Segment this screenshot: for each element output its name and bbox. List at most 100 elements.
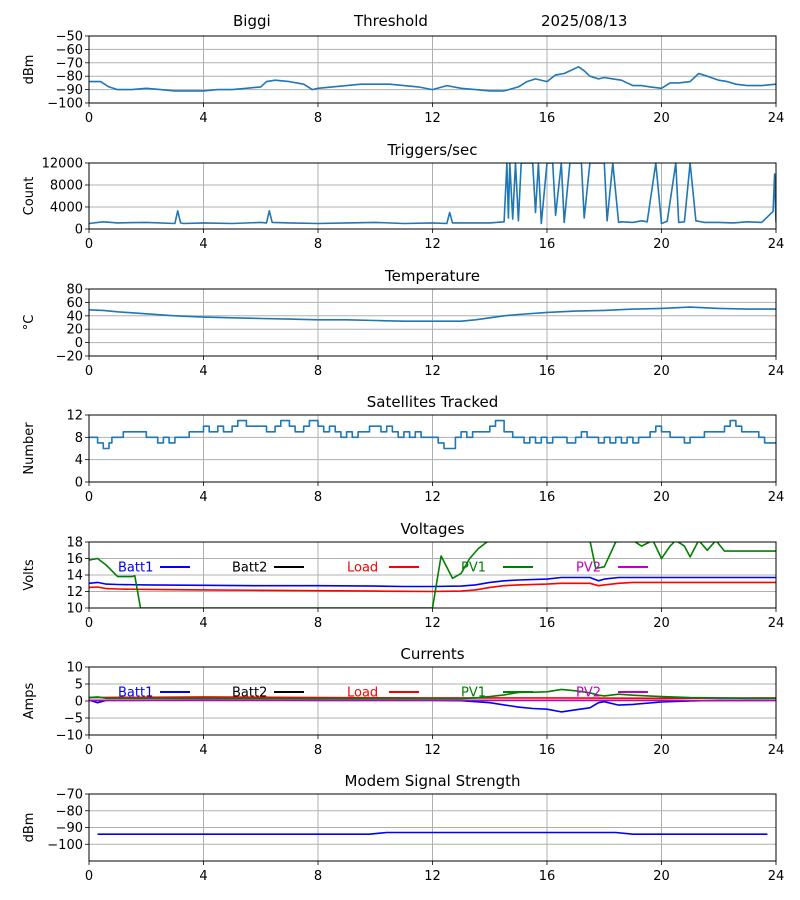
legend-label-pv1: PV1 xyxy=(461,561,486,576)
x-tick-label: 12 xyxy=(424,869,441,884)
y-tick-label: 12 xyxy=(66,409,83,424)
y-tick-label: 80 xyxy=(66,283,83,298)
x-tick-label: 4 xyxy=(199,743,207,758)
x-tick-label: 0 xyxy=(85,743,93,758)
legend-label-load: Load xyxy=(347,561,378,576)
series-line-triggers xyxy=(89,163,776,225)
series-line-load xyxy=(89,581,776,593)
x-tick-label: 16 xyxy=(539,364,556,379)
chart-title: Modem Signal Strength xyxy=(345,772,521,790)
y-axis-label: Volts xyxy=(22,559,37,591)
y-tick-label: 10 xyxy=(66,661,83,676)
x-tick-label: 20 xyxy=(653,364,670,379)
x-tick-label: 8 xyxy=(314,616,322,631)
x-tick-label: 4 xyxy=(199,364,207,379)
series-line-modem xyxy=(97,831,768,835)
y-tick-label: 10 xyxy=(66,602,83,617)
mode-label: Threshold xyxy=(354,12,428,30)
chart-panel-7: 0 4 8 12 16 20 24 −100 −90 −80−70 Modem Signal Str… xyxy=(22,772,784,884)
x-tick-label: 8 xyxy=(314,364,322,379)
x-tick-label: 16 xyxy=(539,869,556,884)
y-tick-label: 14 xyxy=(66,569,83,584)
plot-frame xyxy=(88,541,777,609)
x-tick-label: 12 xyxy=(424,616,441,631)
chart-title: Temperature xyxy=(384,267,480,285)
date-label: 2025/08/13 xyxy=(541,12,628,30)
y-tick-label: 40 xyxy=(66,309,83,324)
series-line-temperature xyxy=(89,306,776,322)
y-tick-label: −20 xyxy=(56,350,83,365)
station-name: Biggi xyxy=(233,12,271,30)
legend-label-batt2: Batt2 xyxy=(232,561,267,576)
x-tick-label: 12 xyxy=(424,490,441,505)
x-tick-label: 8 xyxy=(314,111,322,126)
x-tick-label: 20 xyxy=(653,869,670,884)
x-tick-label: 16 xyxy=(539,743,556,758)
x-tick-label: 20 xyxy=(653,743,670,758)
x-tick-label: 20 xyxy=(653,111,670,126)
y-axis-label: dBm xyxy=(22,55,37,85)
x-tick-label: 24 xyxy=(768,490,785,505)
x-tick-label: 12 xyxy=(424,237,441,252)
chart-panel-4: 0 4 8 12 16 20 24 0 4 8 12 Satellites Tracked Number xyxy=(22,393,784,505)
chart-panel-6: 0 4 8 12 16 20 24 −10 −5 0 5 10 Currents Amps Batt1 Bat… xyxy=(22,645,784,758)
y-tick-label: −90 xyxy=(56,83,83,98)
y-tick-label: −60 xyxy=(56,43,83,58)
chart-title: Voltages xyxy=(400,520,464,538)
legend-label-pv2: PV2 xyxy=(576,561,601,576)
y-tick-label: −70 xyxy=(56,56,83,71)
chart-title: Currents xyxy=(400,645,464,663)
y-tick-label: −70 xyxy=(56,788,83,803)
y-tick-label: 16 xyxy=(66,552,83,567)
y-tick-label: 0 xyxy=(75,476,83,491)
legend-label-pv2: PV2 xyxy=(576,686,601,701)
series-line-pv1 xyxy=(89,542,776,608)
x-tick-label: 4 xyxy=(199,237,207,252)
y-axis-label: Number xyxy=(22,422,37,475)
y-tick-label: −50 xyxy=(56,30,83,45)
y-tick-label: 0 xyxy=(75,695,83,710)
x-tick-label: 4 xyxy=(199,111,207,126)
y-tick-label: 12 xyxy=(66,585,83,600)
chart-panel-2: 0 4 8 12 16 20 24 0 4000 8000 12000 Triggers/sec Cou… xyxy=(22,141,784,252)
y-tick-label: −100 xyxy=(47,97,83,112)
x-tick-label: 0 xyxy=(85,111,93,126)
x-tick-label: 16 xyxy=(539,616,556,631)
x-tick-label: 4 xyxy=(199,616,207,631)
y-tick-label: −90 xyxy=(56,821,83,836)
y-tick-label: 0 xyxy=(75,336,83,351)
y-tick-label: 4000 xyxy=(50,201,83,216)
x-tick-label: 8 xyxy=(314,237,322,252)
y-tick-label: −80 xyxy=(56,70,83,85)
plot-frame xyxy=(88,793,777,862)
legend-label-batt2: Batt2 xyxy=(232,686,267,701)
y-axis-label: °C xyxy=(22,315,37,331)
y-tick-label: 20 xyxy=(66,323,83,338)
x-tick-label: 4 xyxy=(199,869,207,884)
x-tick-label: 0 xyxy=(85,616,93,631)
chart-title: Triggers/sec xyxy=(387,141,478,159)
x-tick-label: 24 xyxy=(768,364,785,379)
x-tick-label: 20 xyxy=(653,237,670,252)
x-tick-label: 0 xyxy=(85,869,93,884)
x-tick-label: 12 xyxy=(424,111,441,126)
y-tick-label: −10 xyxy=(56,729,83,744)
y-tick-label: 0 xyxy=(75,223,83,238)
chart-title: Satellites Tracked xyxy=(367,393,498,411)
plot-frame xyxy=(88,35,777,104)
x-tick-label: 24 xyxy=(768,616,785,631)
x-tick-label: 24 xyxy=(768,743,785,758)
plot-frame xyxy=(88,666,777,736)
x-tick-label: 0 xyxy=(85,490,93,505)
y-tick-label: 5 xyxy=(75,678,83,693)
x-tick-label: 24 xyxy=(768,869,785,884)
y-axis-label: dBm xyxy=(22,813,37,843)
x-tick-label: 20 xyxy=(653,616,670,631)
legend-label-pv1: PV1 xyxy=(461,686,486,701)
x-tick-label: 8 xyxy=(314,743,322,758)
legend-label-load: Load xyxy=(347,686,378,701)
y-tick-label: −80 xyxy=(56,804,83,819)
